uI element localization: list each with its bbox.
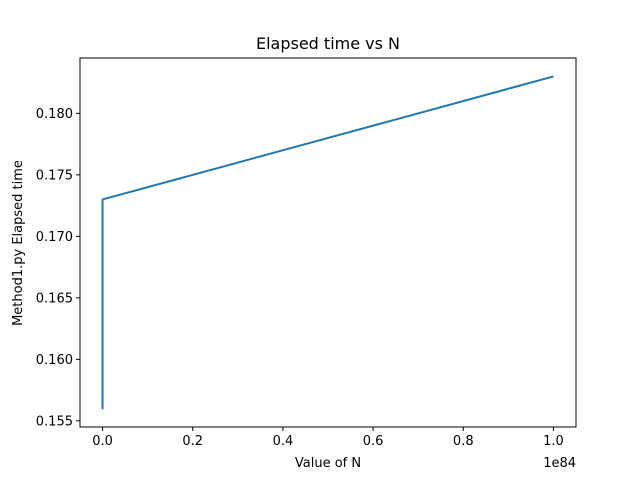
y-tick-label: 0.175 [36,168,73,183]
x-axis-offset-text: 1e84 [543,456,576,471]
chart-title: Elapsed time vs N [256,34,400,53]
x-tick-label: 0.4 [273,434,294,449]
axes-frame [79,57,577,428]
series-line-0 [101,75,554,410]
y-axis-ticks: 0.155 0.160 0.165 0.170 0.175 0.180 [36,107,80,429]
x-axis-label: Value of N [295,456,361,471]
y-tick-label: 0.170 [36,230,73,245]
y-tick-label: 0.180 [36,107,73,122]
x-tick-label: 0.6 [363,434,384,449]
y-axis-label: Method1.py Elapsed time [11,160,26,326]
x-tick-label: 0.2 [182,434,203,449]
x-tick-label: 0.8 [453,434,474,449]
y-tick-label: 0.165 [36,291,73,306]
plot-area [79,57,577,428]
y-tick-label: 0.155 [36,414,73,429]
x-tick-label: 0.0 [92,434,113,449]
x-tick-label: 1.0 [543,434,564,449]
y-tick-label: 0.160 [36,353,73,368]
x-axis-ticks: 0.0 0.2 0.4 0.6 0.8 1.0 [92,427,564,449]
